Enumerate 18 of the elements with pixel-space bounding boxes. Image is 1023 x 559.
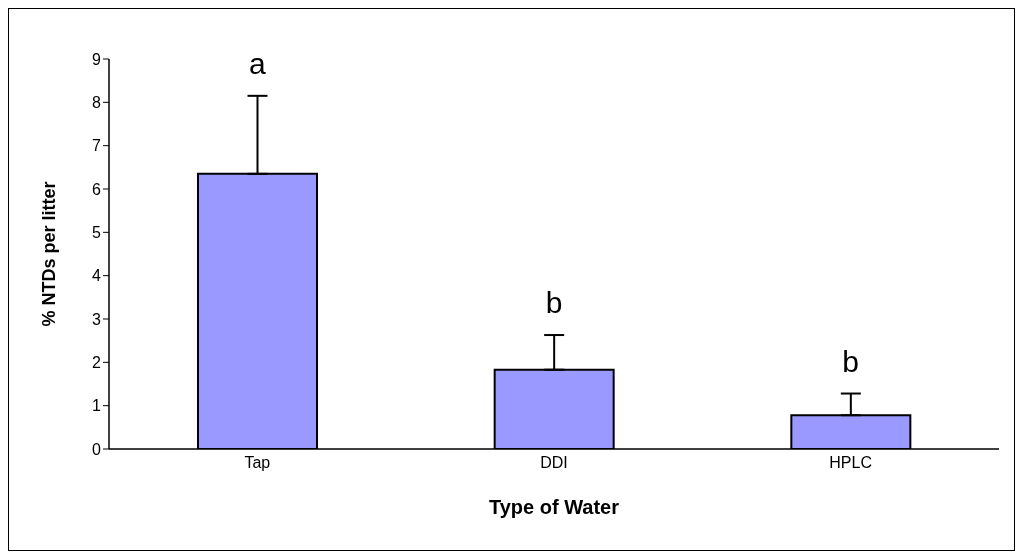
y-tick-label: 5 <box>92 224 102 242</box>
y-tick-label: 3 <box>92 310 102 328</box>
annotation: b <box>842 344 860 378</box>
y-tick-label: 9 <box>92 50 102 68</box>
y-tick-label: 6 <box>92 180 102 198</box>
x-tick-label: Tap <box>244 454 271 472</box>
x-axis-title: Type of Water <box>488 496 620 518</box>
annotation: b <box>545 286 563 320</box>
annotation: a <box>248 46 266 80</box>
y-tick-label: 8 <box>92 94 102 112</box>
y-tick-label: 7 <box>92 137 102 155</box>
y-tick-label: 2 <box>92 354 102 372</box>
x-tick-label: HPLC <box>829 454 873 472</box>
y-tick-label: 4 <box>92 267 102 285</box>
y-tick-label: 1 <box>92 397 102 415</box>
y-axis-title: % NTDs per litter <box>39 181 60 327</box>
y-tick-label: 0 <box>92 440 102 458</box>
x-tick-label: DDI <box>540 454 568 472</box>
